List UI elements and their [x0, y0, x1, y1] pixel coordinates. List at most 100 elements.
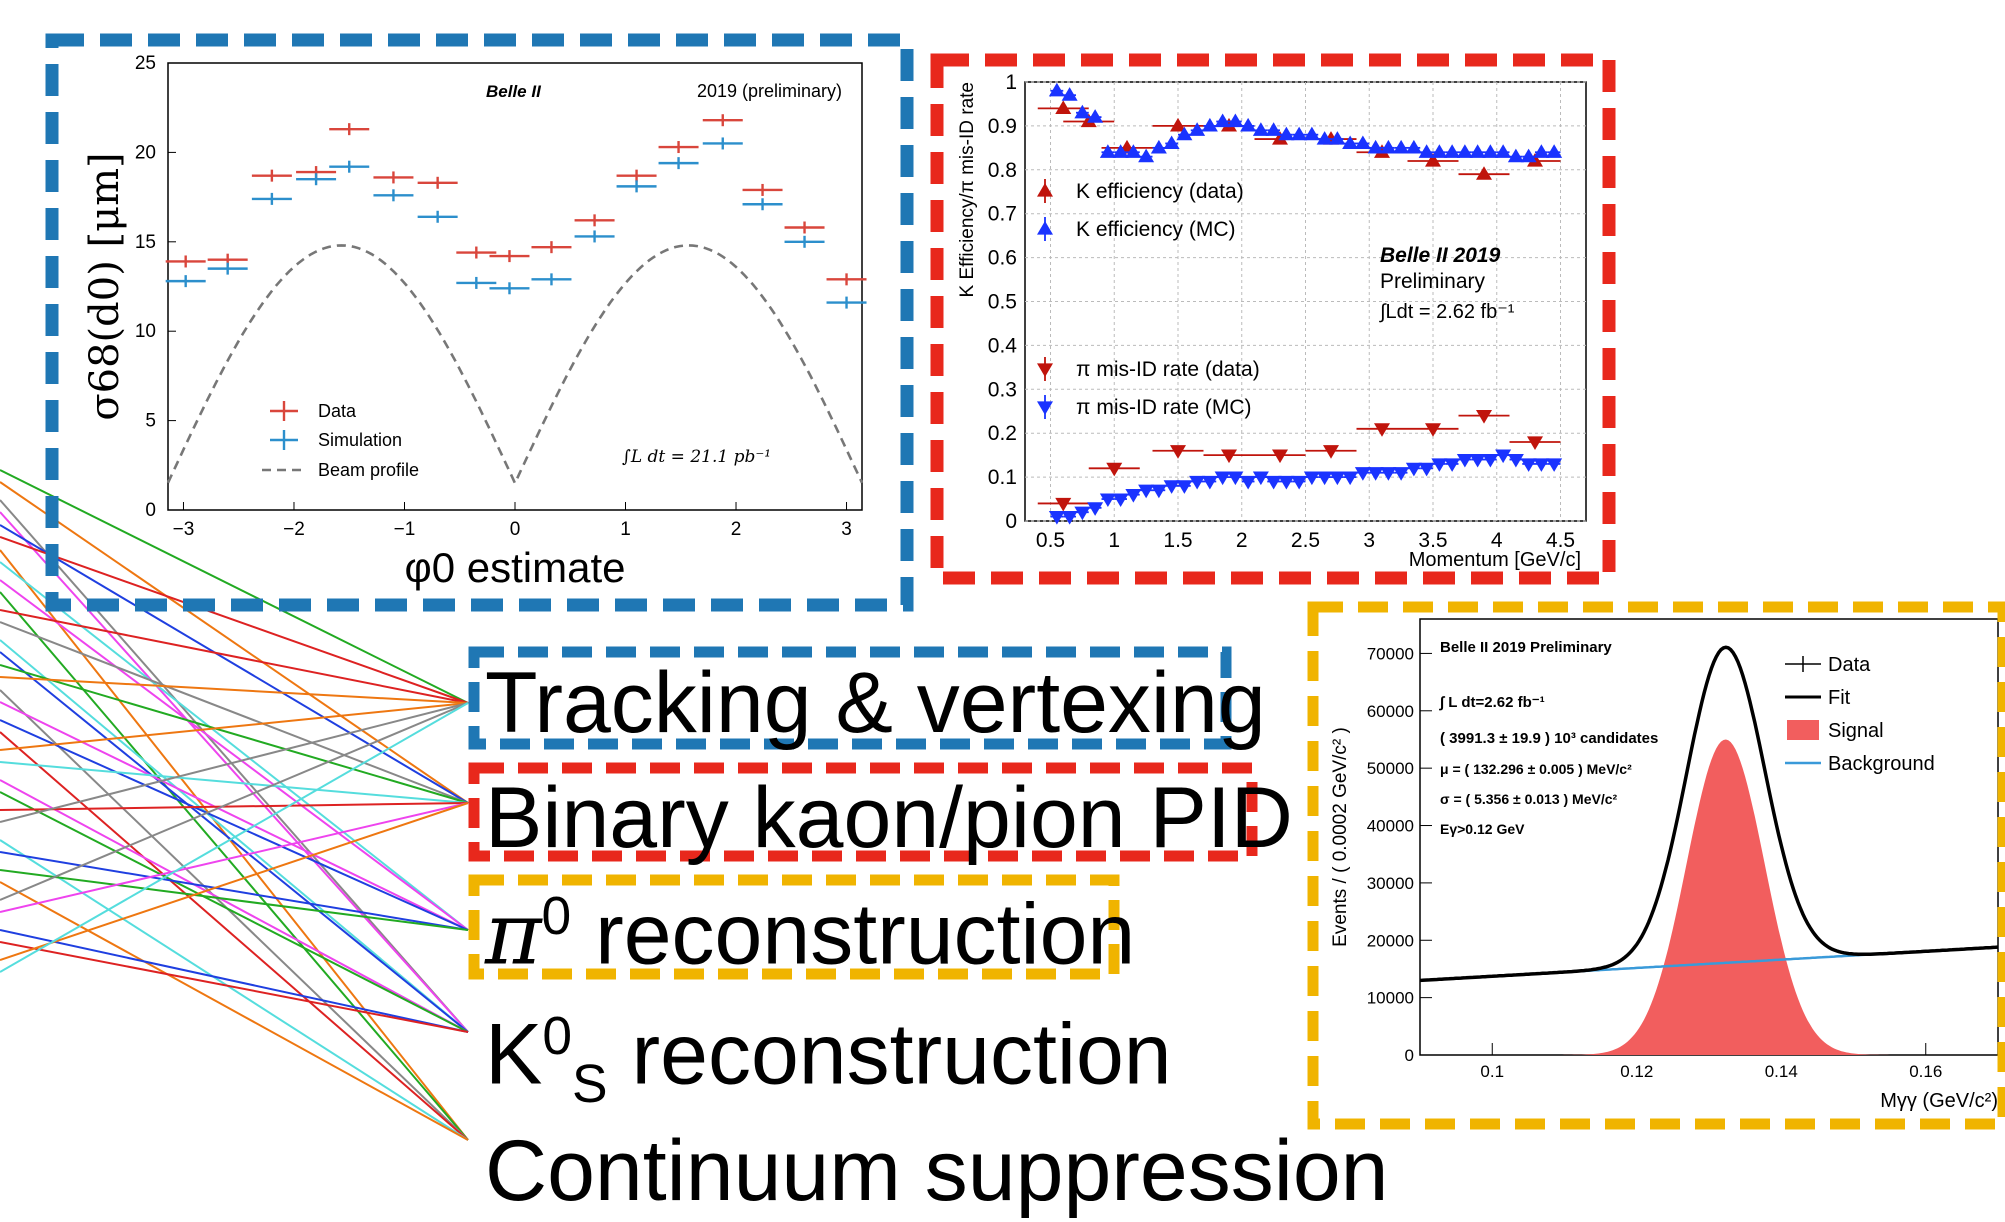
- data-marker: [1201, 475, 1218, 490]
- y-tick-label: 1: [1005, 71, 1017, 94]
- x-tick-label: 0.14: [1765, 1062, 1798, 1081]
- k0s-superscript: 0: [542, 1007, 573, 1066]
- data-marker: [1099, 493, 1116, 508]
- connector-line: [0, 524, 469, 804]
- connector-line: [0, 869, 469, 931]
- connector-line: [0, 802, 469, 811]
- data-marker: [1431, 458, 1448, 472]
- x-tick-label: 0.5: [1036, 529, 1065, 552]
- connector-lines: [0, 469, 469, 1141]
- k-symbol: K: [485, 1006, 543, 1103]
- data-marker: [1221, 449, 1237, 464]
- beam-profile-curve: [166, 244, 864, 487]
- data-marker: [1520, 148, 1537, 163]
- pid-task-box: [468, 762, 1258, 862]
- connector-line: [0, 481, 469, 804]
- data-marker: [1106, 462, 1123, 477]
- connector-line: [0, 929, 469, 1033]
- y-tick-label: 60000: [1367, 702, 1414, 721]
- tracking-resolution-chart: −3 −2 −1 0 1 2 3 0 5 10 15 20 25 φ0 estimate σ68(d0) […: [82, 53, 867, 591]
- data-marker: [1061, 511, 1078, 525]
- connector-line: [0, 719, 469, 931]
- data-marker: [1252, 122, 1269, 136]
- task-tracking-vertexing: Tracking & vertexing: [485, 655, 1266, 751]
- data-marker: [1291, 475, 1308, 490]
- pi0-superscript: 0: [541, 887, 572, 946]
- connector-line: [0, 676, 469, 704]
- data-marker: [1456, 144, 1473, 158]
- connector-line: [0, 701, 469, 931]
- y-tick-label: 10000: [1367, 989, 1414, 1008]
- data-marker: [1418, 144, 1435, 158]
- y-axis-label: K Efficiency/π mis-ID rate: [957, 82, 978, 297]
- x-tick-label: 1: [620, 519, 631, 540]
- data-marker: [1265, 475, 1282, 490]
- data-marker: [1087, 109, 1104, 123]
- data-marker: [1527, 436, 1543, 450]
- y-tick-label: 0.3: [988, 378, 1017, 401]
- fit-annotation: μ = ( 132.296 ± 0.005 ) MeV/c²: [1440, 761, 1632, 777]
- data-marker: [1214, 471, 1231, 486]
- y-tick-label: 10: [135, 321, 156, 342]
- connector-line: [0, 941, 469, 1033]
- data-marker: [1546, 458, 1563, 472]
- data-marker: [1074, 104, 1091, 119]
- data-marker: [1170, 445, 1186, 459]
- data-marker: [1495, 144, 1512, 158]
- data-marker: [1316, 131, 1333, 145]
- experiment-label: Belle II 2019: [1380, 244, 1501, 267]
- connector-line: [0, 609, 469, 704]
- connector-line: [0, 549, 469, 1141]
- connector-line: [0, 702, 469, 823]
- data-marker: [1380, 467, 1397, 481]
- pi0-task-box: [468, 874, 1120, 980]
- data-marker: [1405, 139, 1422, 154]
- y-tick-label: 30000: [1367, 874, 1414, 893]
- data-marker: [1214, 113, 1231, 128]
- task-continuum-suppression: Continuum suppression: [485, 1123, 1389, 1219]
- k0s-subscript: S: [572, 1054, 608, 1114]
- connector-line: [0, 702, 469, 973]
- y-tick-label: 0: [1405, 1046, 1414, 1065]
- y-tick-label: 20000: [1367, 931, 1414, 950]
- y-tick-label: 40000: [1367, 817, 1414, 836]
- y-tick-label: 25: [135, 53, 156, 74]
- legend-label: π mis-ID rate (MC): [1076, 396, 1251, 419]
- y-axis-label: σ68(d0) [μm]: [82, 152, 128, 420]
- x-axis-label: φ0 estimate: [405, 544, 626, 591]
- data-marker: [1278, 126, 1295, 141]
- legend-marker: [1037, 221, 1053, 235]
- y-axis-label: Events / ( 0.0002 GeV/c² ): [1330, 727, 1351, 947]
- connector-line: [0, 802, 469, 913]
- data-marker: [1074, 506, 1091, 521]
- y-tick-label: 0: [145, 500, 156, 521]
- legend-marker: [1037, 401, 1053, 415]
- pi-symbol: π: [485, 884, 542, 985]
- fit-curve: [1419, 645, 1999, 983]
- x-tick-label: 3: [1363, 529, 1375, 552]
- tracking-highlight-box: [45, 33, 914, 612]
- data-marker: [1482, 453, 1499, 468]
- y-tick-label: 50000: [1367, 759, 1414, 778]
- data-marker: [1425, 423, 1441, 437]
- data-marker: [1367, 139, 1384, 154]
- data-marker: [1425, 153, 1441, 167]
- data-marker: [1533, 458, 1550, 472]
- connector-line: [0, 621, 469, 804]
- x-tick-label: −2: [283, 519, 305, 540]
- pid-efficiency-chart: 0.5 1 1.5 2 2.5 3 3.5 4 4.5 0 0.1 0.2 0.3 0.4 0.5 0.6 0.…: [957, 71, 1587, 571]
- connector-line: [0, 579, 469, 931]
- status-label: Preliminary: [1380, 270, 1486, 293]
- data-marker: [1418, 462, 1435, 477]
- data-marker: [1227, 471, 1244, 486]
- legend-marker: [1787, 720, 1819, 740]
- data-marker: [1125, 489, 1142, 503]
- pi0-mass-chart: 0.1 0.12 0.14 0.16 0 10000 20000 30000 40000 5000…: [1330, 618, 1999, 1112]
- connector-line: [0, 779, 469, 1033]
- lumi-label: ∫Ldt = 2.62 fb⁻¹: [1379, 301, 1515, 323]
- data-marker: [1303, 471, 1320, 486]
- data-marker: [1087, 502, 1104, 516]
- connector-line: [0, 761, 469, 804]
- x-tick-label: 1.5: [1163, 529, 1192, 552]
- pid-highlight-box: [930, 53, 1616, 585]
